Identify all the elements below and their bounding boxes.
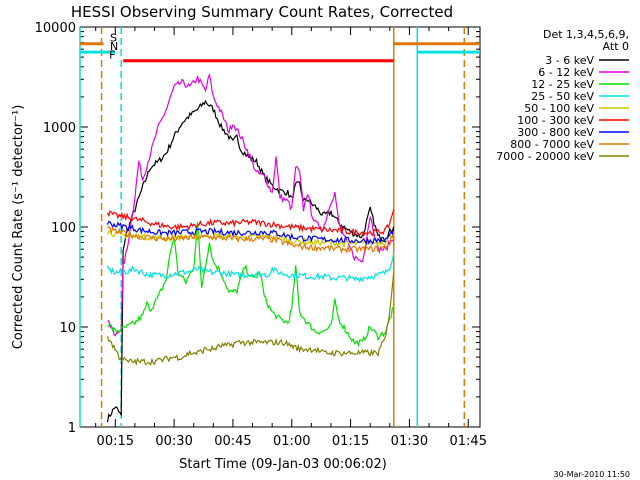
series-line <box>106 209 395 237</box>
state-bar-label: F <box>109 49 115 62</box>
legend-label: 300 - 800 keV <box>517 126 594 139</box>
legend-label: 12 - 25 keV <box>531 78 594 91</box>
x-tick-label: 00:45 <box>214 434 251 449</box>
series-line <box>106 252 395 283</box>
y-tick-label: 1000 <box>43 121 76 136</box>
x-tick-label: 01:00 <box>273 434 310 449</box>
legend-label: 800 - 7000 keV <box>510 138 594 151</box>
legend-label: 25 - 50 keV <box>531 90 594 103</box>
legend-label: 7000 - 20000 keV <box>496 150 594 163</box>
axes: 1 10 100 1000 10000 00:15 00:30 00:45 01:00 01:15… <box>35 21 487 449</box>
legend-label: 3 - 6 keV <box>545 54 594 67</box>
series-line <box>106 230 395 249</box>
y-axis-label: Corrected Count Rate (s⁻¹ detector⁻¹) <box>11 105 26 350</box>
series-line <box>107 225 395 255</box>
legend-label: 100 - 300 keV <box>517 114 594 127</box>
legend-header: Att 0 <box>603 40 629 53</box>
y-tick-label: 10000 <box>35 21 76 36</box>
y-tick-label: 10 <box>59 321 76 336</box>
state-bar-label: S <box>110 32 117 45</box>
x-tick-label: 00:15 <box>97 434 134 449</box>
timestamp-stamp: 30-Mar-2010 11:50 <box>554 470 631 479</box>
series-line <box>106 272 395 367</box>
x-tick-label: 01:15 <box>332 434 369 449</box>
legend-label: 6 - 12 keV <box>538 66 594 79</box>
x-tick-label: 00:30 <box>155 434 192 449</box>
series-line <box>106 99 395 423</box>
y-tick-label: 100 <box>51 221 76 236</box>
x-tick-label: 01:45 <box>450 434 487 449</box>
legend-label: 50 - 100 keV <box>524 102 594 115</box>
plot-area: SNF <box>79 27 480 427</box>
state-bar-label: N <box>110 40 118 53</box>
legend-header: Det 1,3,4,5,6,9, <box>543 28 629 41</box>
x-axis-label: Start Time (09-Jan-03 00:06:02) <box>179 457 387 472</box>
y-tick-label: 1 <box>68 421 76 436</box>
series-line <box>107 72 395 337</box>
series-line <box>106 220 395 246</box>
chart-title: HESSI Observing Summary Count Rates, Cor… <box>71 3 453 21</box>
x-tick-label: 01:30 <box>391 434 428 449</box>
